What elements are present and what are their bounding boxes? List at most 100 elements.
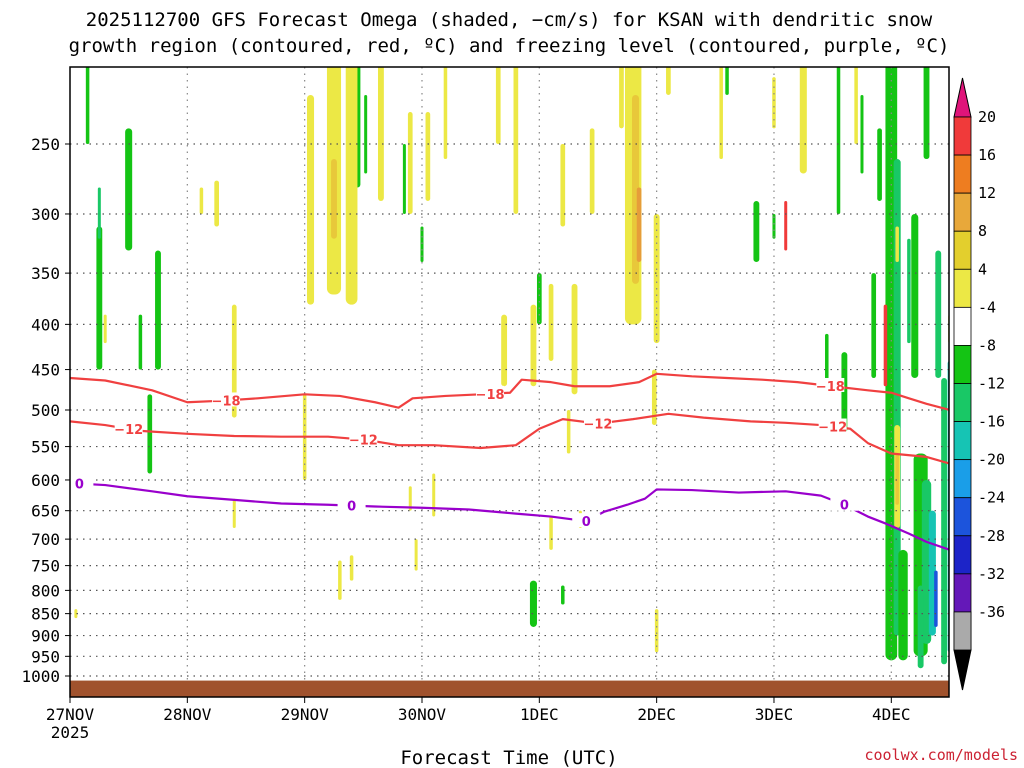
omega-upward-region bbox=[571, 283, 578, 395]
colorbar-tick-label: 16 bbox=[978, 146, 996, 164]
contour-label: 0 bbox=[582, 515, 591, 530]
y-tick-label: 400 bbox=[31, 315, 60, 334]
omega-downward-region bbox=[772, 213, 776, 239]
x-tick-label: 29NOV bbox=[281, 705, 330, 724]
omega-downward-region bbox=[942, 0, 946, 39]
omega-upward-region bbox=[589, 128, 595, 214]
y-tick-label: 900 bbox=[31, 627, 60, 646]
contour-label-bg bbox=[818, 418, 847, 433]
omega-upward-region bbox=[549, 516, 553, 550]
colorbar-tick-label: -32 bbox=[978, 565, 1005, 583]
omega-downward-region bbox=[561, 585, 565, 605]
colorbar-tick-label: 8 bbox=[978, 222, 987, 240]
omega-upward-region bbox=[432, 473, 436, 517]
x-tick-label: 27NOV bbox=[46, 705, 95, 724]
omega-upward-region bbox=[414, 539, 418, 571]
omega-downward-region bbox=[725, 67, 729, 95]
contour-label: 0 bbox=[75, 478, 84, 493]
omega-upward-region bbox=[799, 67, 807, 174]
omega-upward-region bbox=[653, 213, 660, 344]
contour-label: 0 bbox=[347, 500, 356, 515]
colorbar-segment bbox=[953, 535, 972, 575]
omega-downward-region bbox=[923, 67, 930, 160]
omega-upward-region bbox=[231, 304, 237, 418]
x-axis-ticks: 27NOV 28NOV 29NOV 30NOV 1DEC 2DEC 3DEC 4DEC bbox=[46, 697, 911, 724]
omega-upward-region bbox=[895, 453, 899, 505]
omega-upward-region bbox=[772, 77, 776, 129]
colorbar-tick-label: -12 bbox=[978, 375, 1005, 393]
contour-label: −12 bbox=[818, 421, 847, 436]
colorbar-segment bbox=[953, 383, 972, 422]
omega-downward-region bbox=[420, 226, 424, 262]
omega-downward-region bbox=[753, 200, 760, 262]
omega-upward-region bbox=[214, 180, 220, 227]
omega-upward-region bbox=[560, 144, 566, 227]
omega-downward-region bbox=[911, 213, 919, 379]
y-axis-ticks: 250 300 350 400 450 500 550 600 650 700 750 800 850 9… bbox=[21, 135, 70, 686]
contour-label: 0 bbox=[840, 499, 849, 514]
omega-upward-region bbox=[338, 560, 342, 600]
omega-upward-region bbox=[495, 67, 501, 144]
colorbar-segment bbox=[953, 268, 972, 308]
omega-downward-region bbox=[138, 314, 143, 370]
omega-upward-region bbox=[719, 67, 723, 160]
omega-upward-region bbox=[199, 187, 204, 214]
omega-shading bbox=[74, 0, 949, 669]
x-tick-label: 2DEC bbox=[637, 705, 676, 724]
terrain-strip bbox=[70, 680, 949, 697]
omega-downward-region bbox=[860, 94, 864, 174]
omega-upward-region bbox=[854, 67, 858, 144]
omega-downward-region bbox=[836, 67, 841, 214]
omega-upward-region bbox=[501, 314, 508, 387]
contour-labels: −18 −18 −18 −12 −12 −12 −12 0 0 0 0 bbox=[65, 377, 859, 530]
omega-downward-region bbox=[907, 238, 911, 344]
colorbar-tick-label: 20 bbox=[978, 108, 996, 126]
contour-lines bbox=[70, 372, 949, 551]
omega-downward-region bbox=[935, 250, 942, 379]
plot-frame bbox=[69, 66, 950, 698]
colorbar-tick-label: -20 bbox=[978, 451, 1005, 469]
y-tick-label: 850 bbox=[31, 605, 60, 624]
contour-label: −18 bbox=[212, 394, 241, 409]
colorbar-segment bbox=[953, 611, 972, 651]
omega-upward-region bbox=[349, 555, 354, 581]
x-tick-label: 3DEC bbox=[755, 705, 794, 724]
contour-label-bg bbox=[830, 496, 859, 511]
x-axis-label: Forecast Time (UTC) bbox=[400, 747, 617, 768]
y-tick-label: 600 bbox=[31, 471, 60, 490]
y-tick-label: 750 bbox=[31, 557, 60, 576]
omega-downward-region bbox=[402, 144, 406, 214]
omega-upward-region bbox=[651, 369, 657, 426]
y-tick-label: 450 bbox=[31, 361, 60, 380]
omega-downward-region bbox=[841, 352, 848, 433]
y-tick-label: 500 bbox=[31, 401, 60, 420]
omega-upward-region bbox=[331, 159, 337, 239]
y-tick-label: 350 bbox=[31, 264, 60, 283]
contour-label-bg bbox=[212, 392, 241, 407]
chart-title-line1: 2025112700 GFS Forecast Omega (shaded, −… bbox=[86, 9, 933, 31]
colorbar-segment bbox=[953, 192, 972, 232]
grid-lines bbox=[70, 67, 949, 697]
contour-label-bg bbox=[65, 475, 94, 490]
omega-downward-region bbox=[877, 128, 882, 201]
omega-downward-region bbox=[155, 250, 161, 370]
contour-label-bg bbox=[583, 415, 612, 430]
colorbar-top-arrow bbox=[953, 77, 972, 118]
omega-downward-region bbox=[917, 585, 924, 669]
colorbar-tick-label: 4 bbox=[978, 260, 987, 278]
omega-upward-region bbox=[232, 498, 236, 528]
omega-downward-region bbox=[147, 394, 153, 474]
contour-label-bg bbox=[349, 431, 378, 446]
omega-downward-region bbox=[364, 94, 368, 174]
contour-label: −12 bbox=[583, 418, 612, 433]
contour-line-0 bbox=[70, 482, 949, 551]
omega-upward-region bbox=[307, 94, 315, 305]
credit-text: coolwx.com/models bbox=[864, 746, 1018, 764]
contour-label: −18 bbox=[816, 380, 845, 395]
contour-label-bg bbox=[476, 385, 505, 400]
colorbar-segment bbox=[953, 306, 972, 346]
omega-max-upward-region bbox=[784, 200, 788, 251]
colorbar-segment bbox=[953, 154, 972, 194]
x-tick-label: 1DEC bbox=[520, 705, 559, 724]
colorbar-segment bbox=[953, 573, 972, 613]
